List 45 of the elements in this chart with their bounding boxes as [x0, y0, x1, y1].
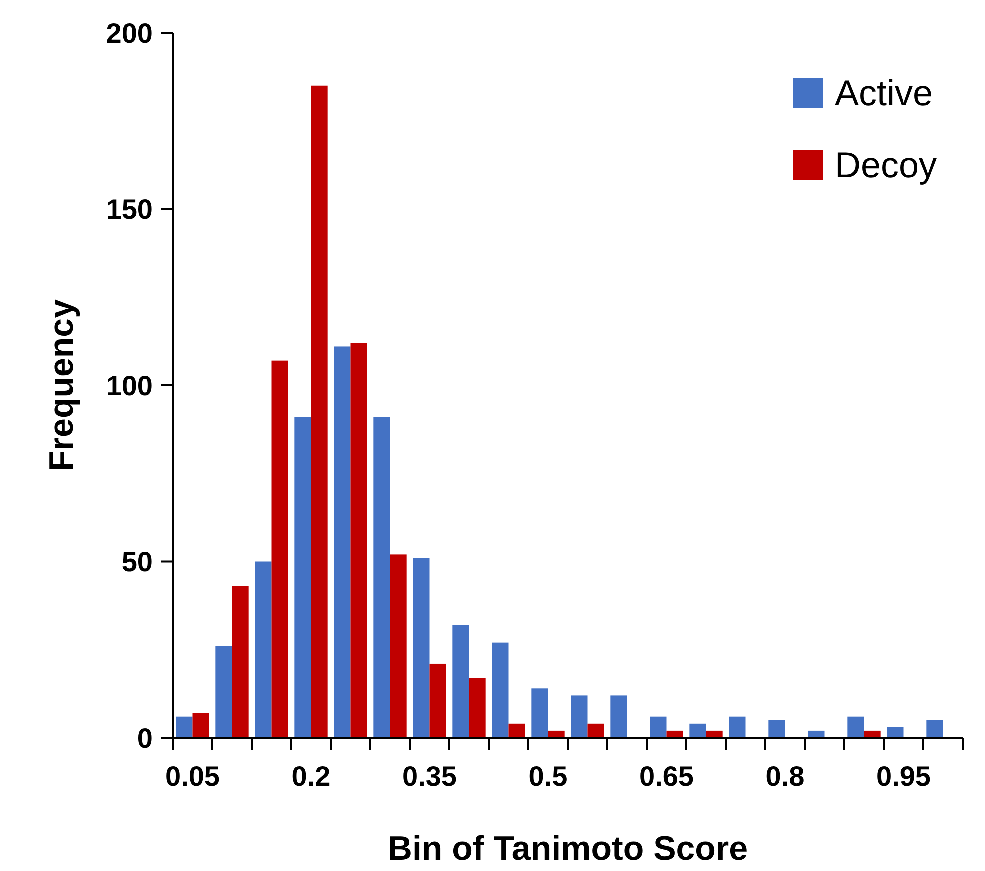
bar [469, 678, 486, 738]
bar [192, 713, 210, 738]
bar [492, 642, 509, 738]
bar [848, 716, 864, 738]
x-tick-label: 0.2 [292, 761, 331, 792]
y-tick-label: 50 [122, 546, 153, 578]
x-axis-title: Bin of Tanimoto Score [388, 830, 748, 868]
bar [311, 86, 328, 738]
y-axis-title: Frequency [43, 299, 81, 472]
y-tick-label: 0 [137, 722, 153, 754]
bar [571, 696, 588, 738]
x-tick-label: 0.5 [528, 761, 568, 792]
bar [690, 724, 706, 738]
bar [729, 716, 746, 738]
y-tick-label: 100 [106, 370, 153, 402]
legend-label: Decoy [835, 144, 938, 186]
bar [350, 343, 368, 738]
bar [334, 346, 351, 738]
bar [255, 562, 272, 738]
x-tick-label: 0.35 [402, 761, 457, 792]
bar [887, 727, 904, 738]
bar [650, 716, 667, 738]
bar [176, 716, 193, 738]
bar [216, 646, 232, 738]
x-tick-label: 0.05 [166, 761, 220, 792]
bar [610, 696, 628, 738]
bar [374, 417, 390, 738]
bar [430, 664, 446, 738]
x-tick-label: 0.65 [640, 761, 694, 792]
y-tick-label: 150 [106, 194, 153, 226]
x-tick-label: 0.95 [876, 761, 931, 792]
bar [413, 558, 430, 738]
bar [294, 417, 312, 738]
bar [390, 554, 407, 738]
bar [768, 720, 786, 738]
bar [508, 724, 526, 738]
bar [452, 625, 470, 738]
y-tick-label: 200 [106, 18, 153, 49]
bar [272, 360, 288, 738]
bar [588, 724, 604, 738]
bar [926, 720, 944, 738]
bar [232, 586, 249, 738]
bar [532, 688, 548, 738]
legend-label: Active [835, 72, 934, 114]
x-tick-label: 0.8 [766, 761, 805, 792]
